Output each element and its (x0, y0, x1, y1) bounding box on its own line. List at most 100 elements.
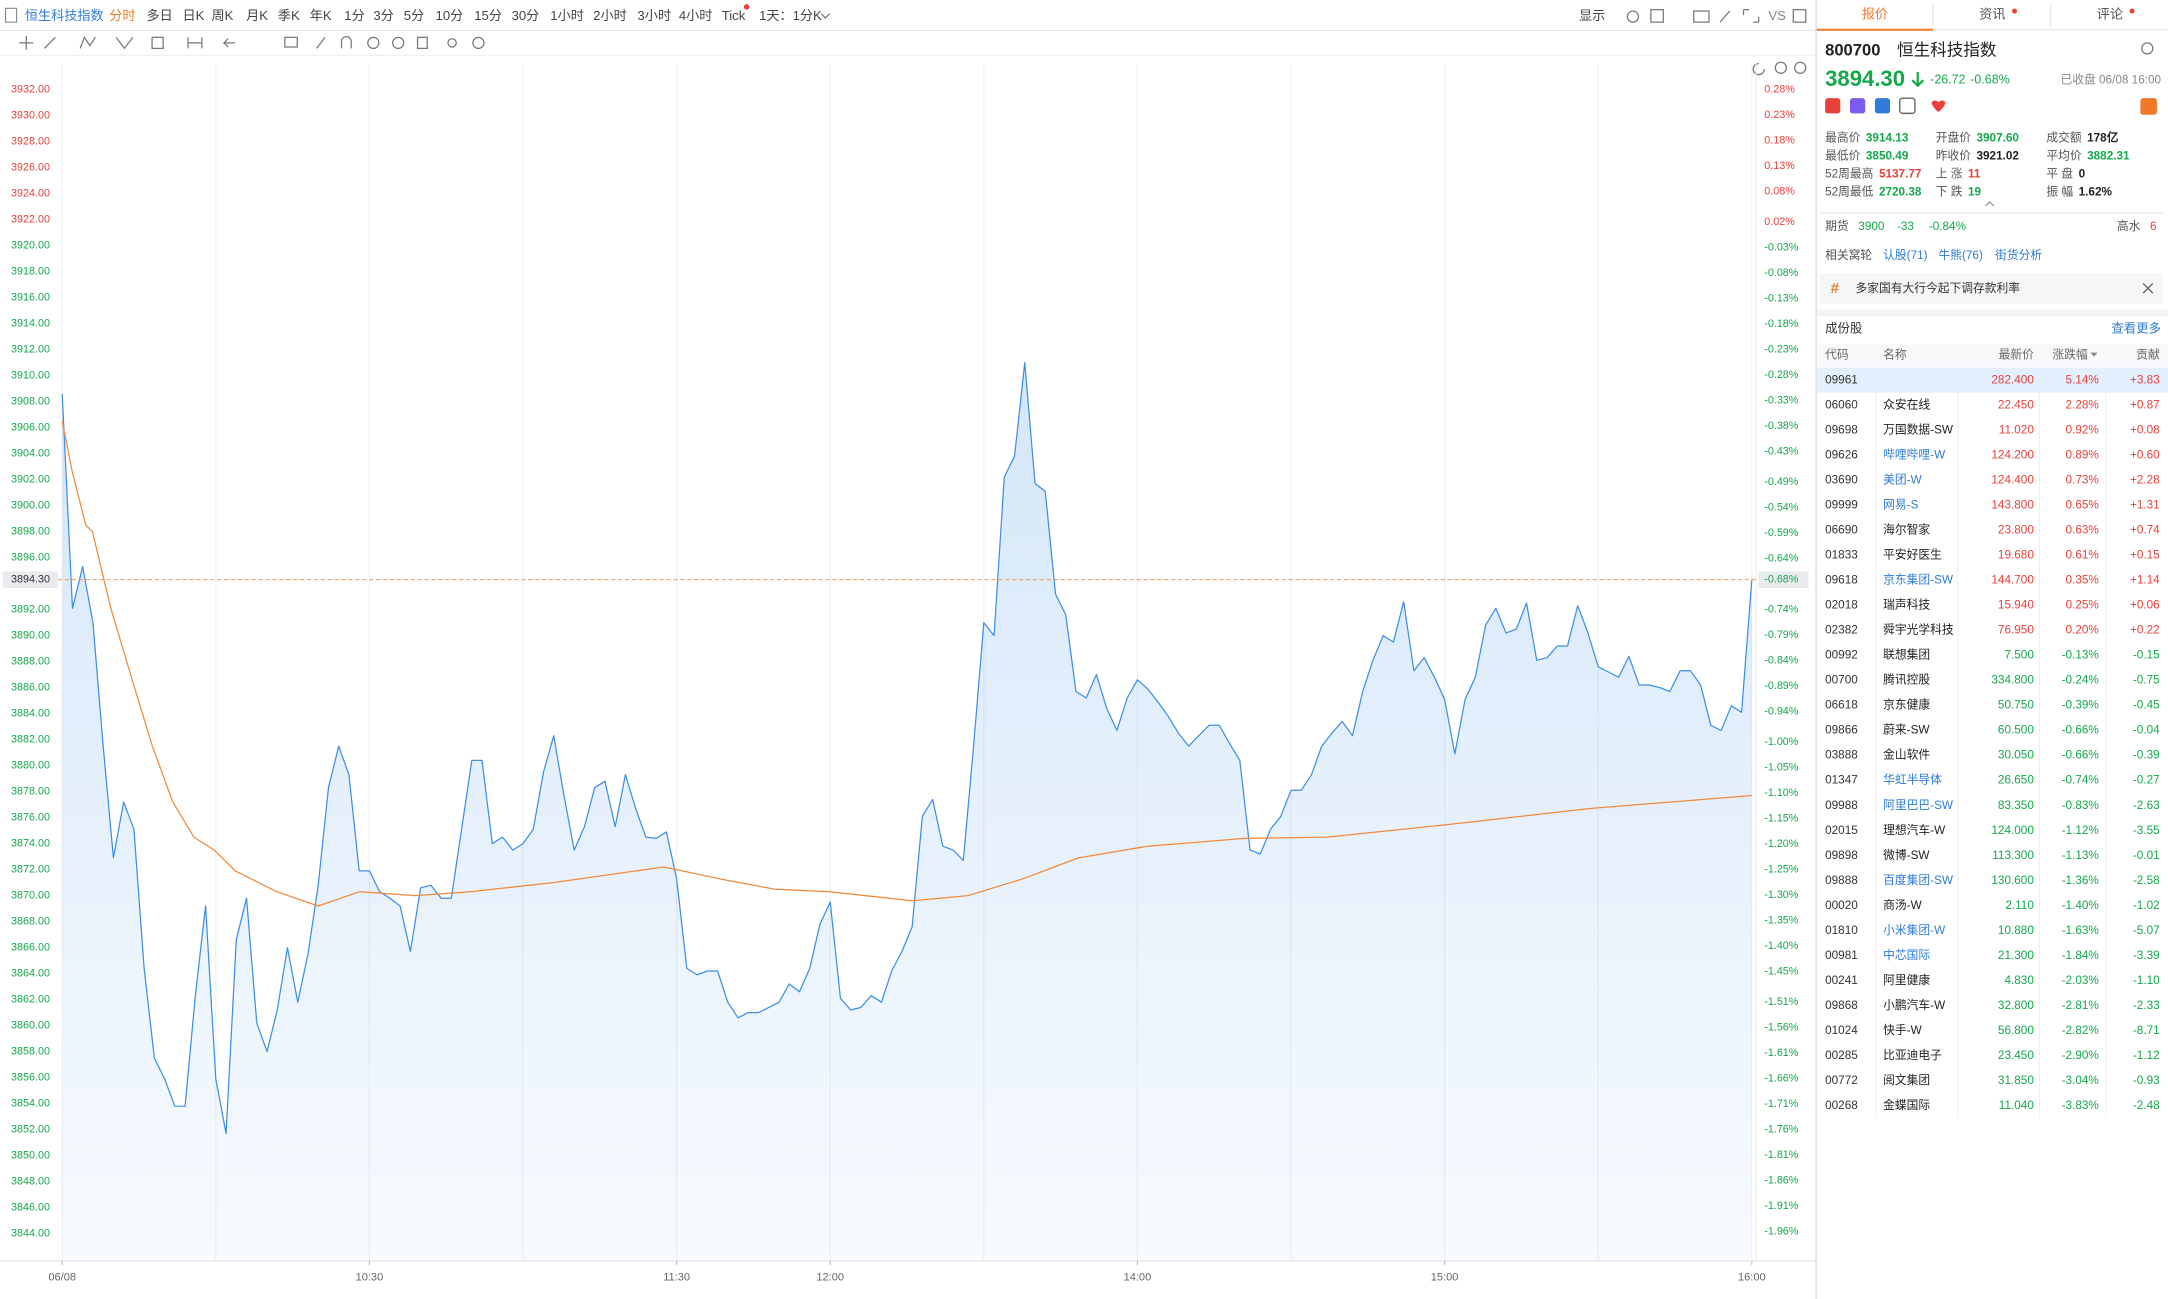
warrant-link[interactable]: 牛熊(76) (1938, 248, 1982, 262)
arrow-tool[interactable] (222, 38, 236, 48)
table-row[interactable] (1817, 1043, 2168, 1068)
stock-name-cell[interactable]: 万国数据-SW (1883, 422, 1954, 436)
favorite-icon[interactable] (1931, 100, 1946, 112)
table-row[interactable] (1817, 1018, 2168, 1043)
table-row[interactable] (1817, 693, 2168, 718)
period-tab[interactable]: 4小时 (679, 8, 713, 23)
period-tab[interactable]: 10分 (436, 8, 464, 23)
stock-name-cell[interactable]: 商汤-W (1883, 898, 1922, 912)
column-header[interactable]: 最新价 (1999, 347, 2035, 361)
draw-icon[interactable] (1719, 10, 1731, 23)
table-row[interactable] (1817, 518, 2168, 543)
news-box[interactable] (1819, 273, 2163, 305)
stock-name-cell[interactable]: 腾讯控股 (1883, 673, 1930, 687)
stock-name-cell[interactable]: 舜宇光学科技 (1883, 623, 1954, 637)
period-select[interactable]: 1天：1分K (759, 8, 822, 23)
stock-name-cell[interactable]: 理想汽车-W (1883, 823, 1946, 837)
table-row[interactable] (1817, 1069, 2168, 1094)
stock-name-cell[interactable]: 哔哩哔哩-W (1883, 448, 1946, 461)
period-tab[interactable]: 15分 (474, 8, 502, 23)
column-header[interactable]: 涨跌幅 (2053, 347, 2089, 361)
fullscreen-icon[interactable] (1742, 9, 1760, 23)
stock-name-cell[interactable]: 京东健康 (1883, 698, 1930, 712)
panel-settings-icon[interactable] (2141, 42, 2154, 55)
stock-name-cell[interactable]: 快手-W (1883, 1023, 1922, 1037)
stock-name-cell[interactable]: 平安好医生 (1883, 548, 1942, 562)
period-tab[interactable]: 1分 (344, 8, 364, 23)
stock-name-cell[interactable]: 阅文集团 (1883, 1073, 1930, 1087)
table-row[interactable] (1817, 543, 2168, 568)
period-tab[interactable]: 日K (183, 8, 205, 23)
stock-name-cell[interactable]: 比亚迪电子 (1883, 1049, 1942, 1062)
period-tab[interactable]: 分时 (109, 8, 135, 23)
table-row[interactable] (1817, 893, 2168, 918)
period-tab[interactable]: 季K (278, 8, 300, 23)
alert-icon[interactable] (2140, 98, 2157, 115)
stock-name-cell[interactable]: 众安在线 (1883, 397, 1930, 411)
close-icon[interactable] (2142, 282, 2154, 294)
symbol-name[interactable]: 恒生科技指数 (25, 8, 104, 23)
table-row[interactable] (1817, 743, 2168, 768)
stock-name-cell[interactable]: 联想集团 (1883, 648, 1930, 662)
settings-icon[interactable] (1626, 10, 1640, 23)
period-tab[interactable]: 3分 (373, 8, 393, 23)
stock-name-cell[interactable]: 网易-S (1883, 498, 1918, 511)
table-row[interactable] (1817, 593, 2168, 618)
panel-tab[interactable]: 评论 (2097, 7, 2123, 22)
column-header[interactable]: 名称 (1883, 347, 1907, 361)
tag-icon[interactable] (1849, 98, 1866, 114)
zoom-in-icon[interactable] (1794, 61, 1807, 74)
panel-tab[interactable]: 报价 (1862, 7, 1888, 22)
column-header[interactable]: 贡献 (2136, 347, 2160, 361)
wave-tool[interactable] (115, 36, 134, 50)
link-tool[interactable] (447, 38, 457, 48)
table-row[interactable] (1817, 918, 2168, 943)
period-tab[interactable]: 年K (310, 8, 332, 23)
stock-name-cell[interactable]: 金蝶国际 (1883, 1098, 1930, 1112)
period-tab[interactable]: 3小时 (637, 8, 671, 23)
stock-name-cell[interactable]: 华虹半导体 (1883, 773, 1942, 787)
period-tab[interactable]: 30分 (512, 8, 540, 23)
table-row[interactable] (1817, 643, 2168, 668)
period-tab[interactable]: 多日 (147, 7, 173, 23)
stock-name-cell[interactable]: 蔚来-SW (1883, 724, 1930, 737)
more-link[interactable]: 查看更多 (2111, 321, 2161, 335)
layout-icon[interactable] (1650, 9, 1664, 23)
zoom-out-icon[interactable] (1774, 61, 1788, 74)
table-row[interactable] (1817, 943, 2168, 968)
line-tool[interactable] (43, 36, 56, 49)
stock-name-cell[interactable]: 小米集团-W (1883, 923, 1946, 937)
settings-tool[interactable] (472, 36, 485, 50)
table-row[interactable] (1817, 768, 2168, 793)
measure-tool[interactable] (187, 37, 203, 49)
delete-tool[interactable] (416, 36, 428, 50)
crosshair-tool[interactable] (19, 35, 34, 50)
stock-name-cell[interactable]: 金山软件 (1883, 748, 1930, 762)
table-row[interactable] (1817, 793, 2168, 818)
table-row[interactable] (1817, 418, 2168, 443)
warrant-link[interactable]: 认股(71) (1883, 249, 1927, 262)
lock-tool[interactable] (367, 36, 380, 50)
table-row[interactable] (1817, 718, 2168, 743)
note-tool[interactable] (284, 36, 298, 48)
shape-tool[interactable] (151, 36, 164, 50)
hide-tool[interactable] (392, 36, 405, 50)
period-tab[interactable]: 5分 (404, 8, 424, 23)
stock-name-cell[interactable]: 小鹏汽车-W (1883, 998, 1946, 1012)
column-header[interactable]: 代码 (1825, 348, 1849, 361)
stock-name-cell[interactable]: 阿里巴巴-SW (1883, 799, 1954, 812)
sidebar-icon[interactable] (4, 7, 18, 23)
table-row[interactable] (1817, 1094, 2168, 1119)
stock-name-cell[interactable]: 京东集团-SW (1883, 573, 1954, 587)
tag-icon[interactable] (1825, 98, 1841, 114)
table-row[interactable] (1817, 993, 2168, 1018)
pattern-tool[interactable] (79, 35, 96, 49)
tag-icon[interactable] (1874, 98, 1891, 114)
stock-name-cell[interactable]: 瑞声科技 (1883, 598, 1930, 612)
pen-tool[interactable] (316, 36, 326, 49)
stock-name-cell[interactable]: 阿里健康 (1883, 973, 1930, 987)
panel-tab[interactable]: 资讯 (1979, 7, 2005, 22)
stock-name-cell[interactable]: 美团-W (1883, 472, 1922, 486)
stock-name-cell[interactable]: 百度集团-SW (1883, 873, 1954, 887)
table-row[interactable] (1817, 393, 2168, 418)
